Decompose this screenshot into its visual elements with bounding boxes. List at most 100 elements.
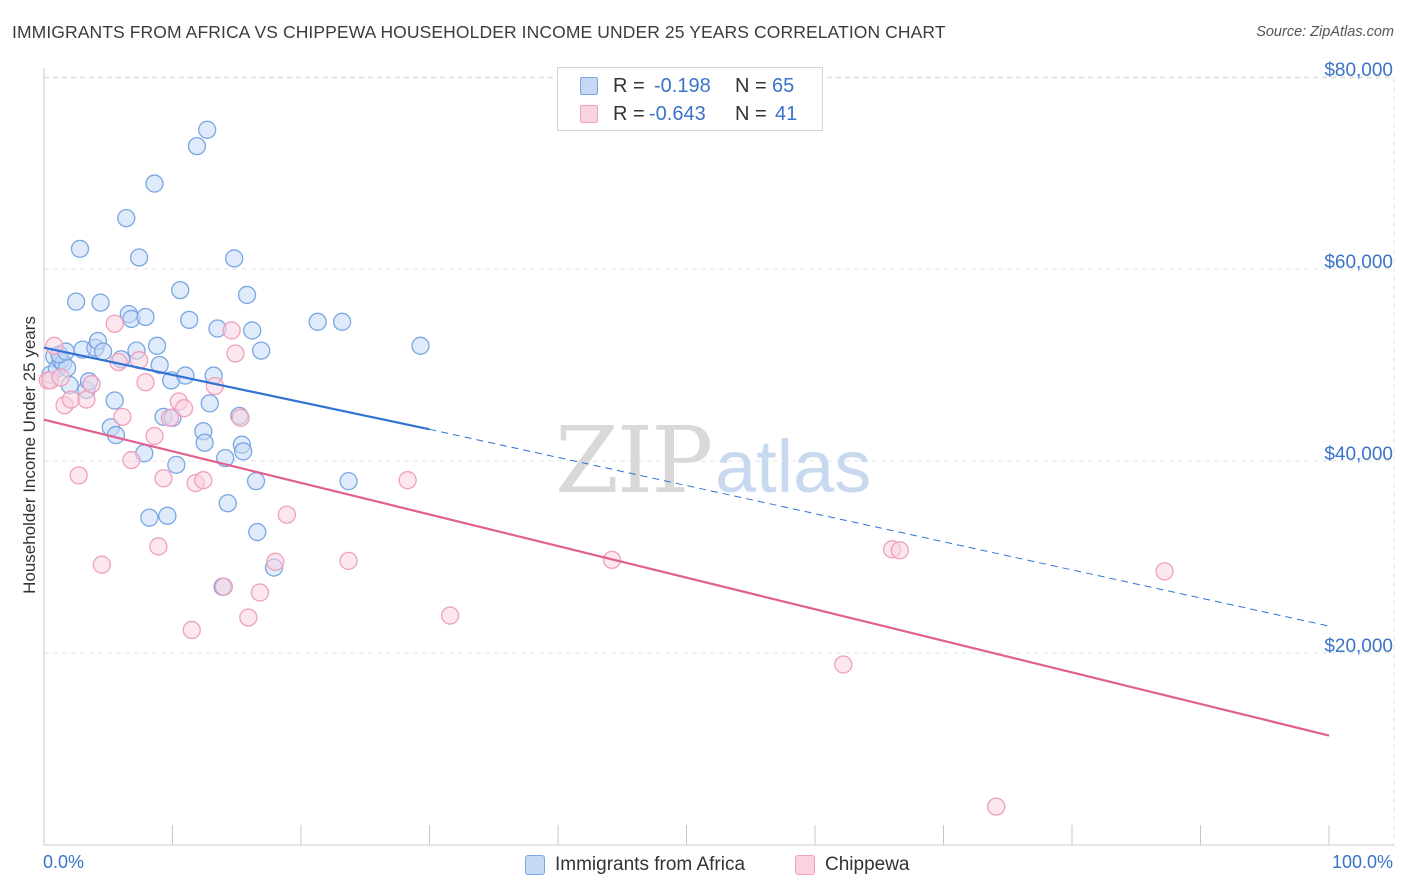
chippewa-point bbox=[194, 471, 213, 490]
legend-n-label: N = bbox=[735, 103, 767, 125]
chippewa-point bbox=[61, 390, 81, 409]
chippewa-point bbox=[136, 373, 155, 392]
legend-r-label: R = bbox=[613, 103, 645, 125]
africa-point bbox=[339, 472, 358, 491]
chippewa-point bbox=[92, 555, 111, 574]
chippewa-point bbox=[398, 471, 417, 490]
chippewa-point bbox=[250, 583, 270, 602]
africa-point bbox=[308, 312, 327, 331]
africa-point bbox=[158, 506, 177, 525]
svg-text:ZIP: ZIP bbox=[555, 407, 711, 514]
africa-point bbox=[66, 292, 86, 311]
legend-swatch-africa bbox=[580, 77, 598, 95]
chippewa-point bbox=[339, 551, 358, 570]
legend-label-chippewa: Chippewa bbox=[825, 854, 910, 875]
chippewa-point bbox=[174, 399, 194, 418]
axes bbox=[43, 68, 1394, 846]
legend-swatch-africa bbox=[525, 855, 545, 875]
africa-point bbox=[411, 336, 430, 355]
data-points bbox=[38, 120, 1174, 816]
chippewa-point bbox=[122, 450, 141, 470]
chippewa-point bbox=[82, 375, 101, 394]
africa-point bbox=[195, 433, 214, 452]
africa-point bbox=[171, 280, 190, 300]
africa-point bbox=[129, 248, 149, 267]
chippewa-point bbox=[154, 469, 173, 488]
legend-label-africa: Immigrants from Africa bbox=[555, 854, 746, 875]
legend-row-chippewa: R = -0.643 N = 41 bbox=[558, 101, 822, 127]
legend-r-value: -0.643 bbox=[649, 103, 706, 125]
chippewa-point bbox=[440, 606, 460, 625]
africa-point bbox=[218, 494, 237, 513]
chippewa-point bbox=[266, 552, 285, 571]
africa-point bbox=[70, 239, 90, 258]
chippewa-point bbox=[214, 577, 234, 596]
africa-point bbox=[225, 249, 244, 268]
x-tick-label-min: 0.0% bbox=[43, 852, 85, 872]
africa-point bbox=[237, 285, 257, 305]
africa-trend-extension bbox=[429, 428, 1330, 627]
chippewa-point bbox=[145, 426, 164, 446]
chippewa-point bbox=[222, 321, 241, 340]
chart-title: IMMIGRANTS FROM AFRICA VS CHIPPEWA HOUSE… bbox=[12, 22, 946, 42]
y-tick-label: $40,000 bbox=[1324, 444, 1393, 465]
africa-point bbox=[91, 293, 110, 312]
chippewa-point bbox=[51, 368, 70, 387]
africa-trend-line bbox=[43, 346, 430, 431]
africa-point bbox=[93, 342, 113, 361]
chippewa-point bbox=[890, 541, 909, 560]
legend-swatch-chippewa bbox=[580, 105, 598, 123]
legend-swatch-chippewa bbox=[795, 855, 815, 875]
africa-point bbox=[136, 307, 155, 327]
watermark: ZIP atlas bbox=[555, 407, 871, 514]
y-tick-labels: $20,000 $40,000 $60,000 $80,000 bbox=[1324, 60, 1393, 657]
stats-legend: R = -0.198 N = 65 R = -0.643 N = 41 bbox=[557, 67, 823, 131]
chippewa-point bbox=[226, 344, 245, 363]
trend-lines bbox=[43, 346, 1330, 737]
africa-point bbox=[332, 312, 352, 331]
legend-item-chippewa[interactable]: Chippewa bbox=[795, 852, 910, 878]
chippewa-point bbox=[77, 390, 96, 409]
chippewa-point bbox=[149, 537, 168, 556]
legend-r-label: R = bbox=[613, 75, 645, 97]
legend-row-africa: R = -0.198 N = 65 bbox=[558, 73, 822, 99]
chippewa-point bbox=[69, 466, 88, 485]
africa-point bbox=[140, 508, 159, 527]
legend-item-africa[interactable]: Immigrants from Africa bbox=[525, 852, 745, 878]
chippewa-trend-line bbox=[43, 418, 1330, 737]
chippewa-point bbox=[834, 655, 853, 674]
legend-n-value: 41 bbox=[775, 103, 798, 125]
africa-point bbox=[234, 442, 253, 461]
africa-point bbox=[167, 455, 186, 474]
africa-point bbox=[246, 472, 266, 491]
africa-point bbox=[252, 341, 271, 360]
chippewa-point bbox=[277, 505, 297, 524]
africa-point bbox=[198, 120, 217, 139]
africa-point bbox=[180, 310, 199, 330]
africa-point bbox=[147, 336, 167, 355]
chippewa-point bbox=[1155, 562, 1174, 581]
grid-lines bbox=[44, 76, 1395, 845]
legend-r-value: -0.198 bbox=[654, 75, 711, 97]
y-tick-label: $60,000 bbox=[1324, 252, 1393, 273]
africa-point bbox=[243, 321, 262, 340]
africa-point bbox=[150, 355, 169, 375]
y-tick-label: $80,000 bbox=[1324, 60, 1393, 81]
x-tick-label-max: 100.0% bbox=[1331, 852, 1393, 872]
chippewa-point bbox=[182, 620, 201, 640]
africa-point bbox=[117, 208, 136, 228]
chippewa-point bbox=[239, 608, 258, 627]
africa-point bbox=[248, 522, 267, 542]
chart-source: Source: ZipAtlas.com bbox=[1256, 24, 1394, 40]
chippewa-point bbox=[160, 408, 180, 427]
legend-n-value: 65 bbox=[772, 75, 795, 97]
africa-point bbox=[187, 136, 207, 156]
svg-text:atlas: atlas bbox=[715, 425, 871, 508]
chippewa-point bbox=[113, 407, 132, 426]
africa-point bbox=[200, 394, 219, 413]
legend-n-label: N = bbox=[735, 75, 767, 97]
chippewa-point bbox=[231, 408, 250, 427]
chippewa-point bbox=[987, 797, 1006, 816]
chippewa-point bbox=[105, 314, 124, 333]
